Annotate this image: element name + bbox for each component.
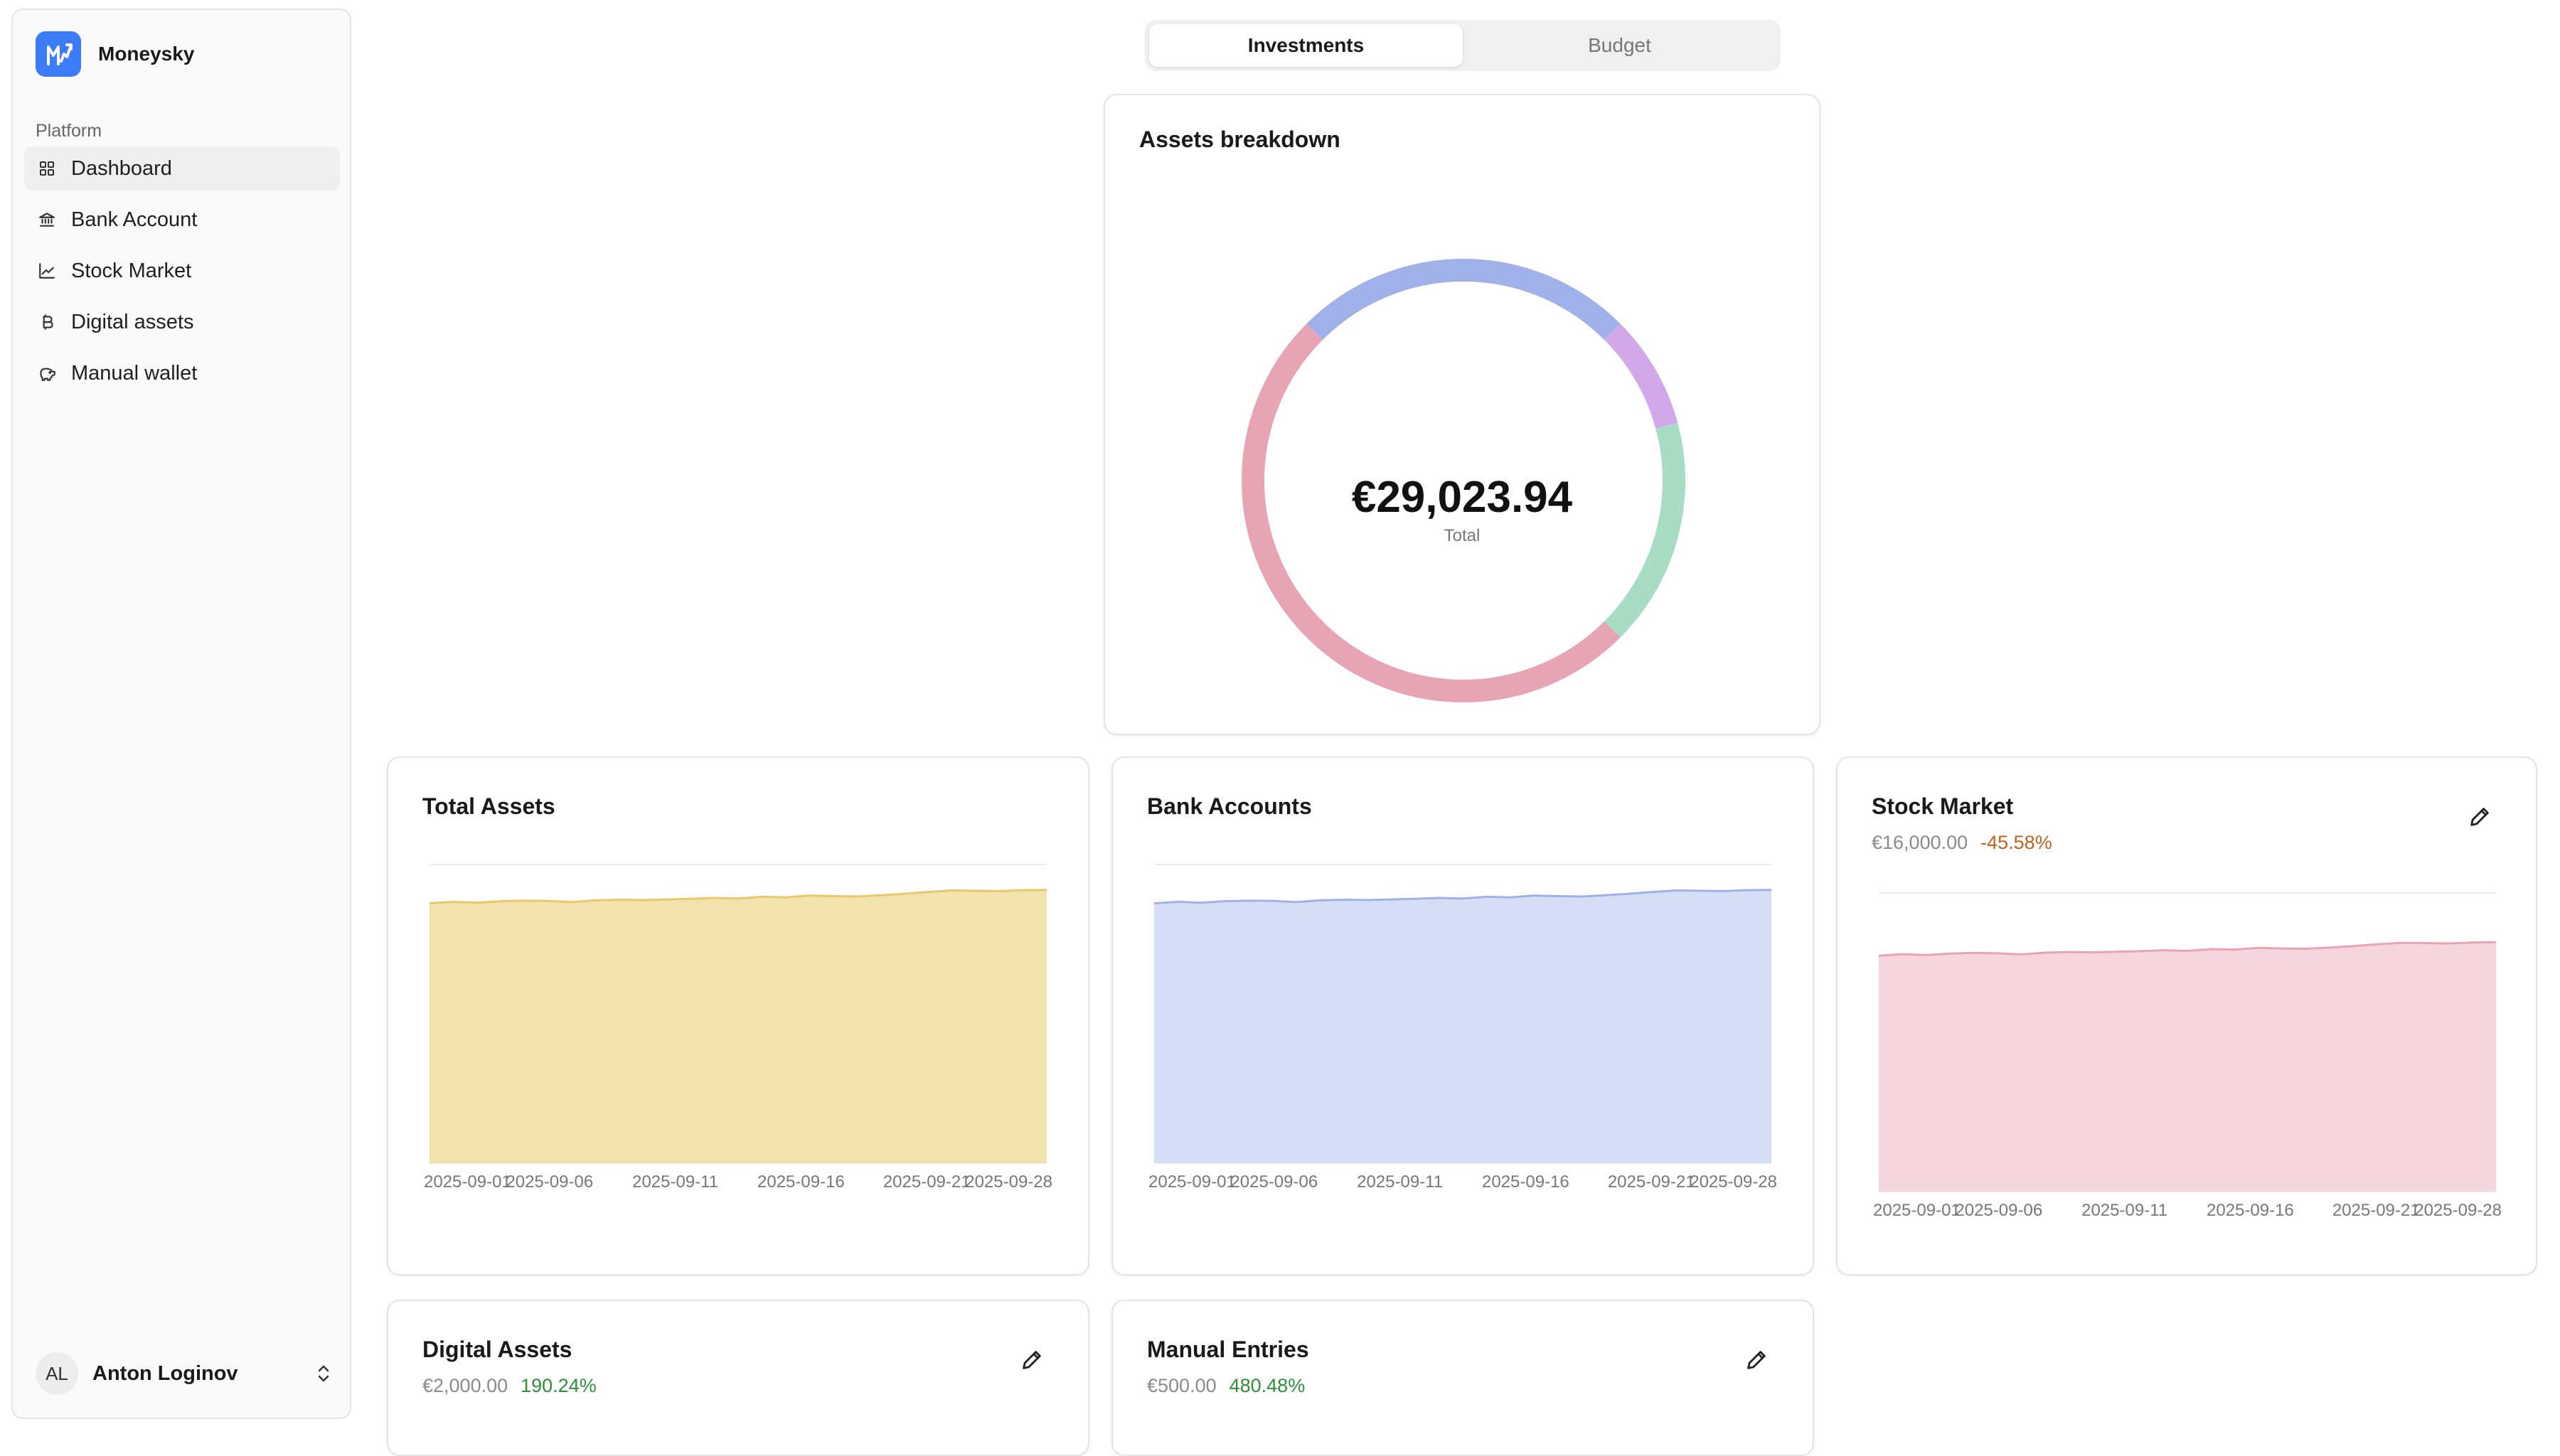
sidebar-nav: Dashboard Bank Account Stock Market	[24, 146, 340, 402]
card-title: Digital Assets	[422, 1337, 572, 1362]
x-tick-label: 2025-09-16	[757, 1172, 845, 1192]
digital-assets-change: 190.24%	[521, 1375, 597, 1396]
edit-icon[interactable]	[1744, 1348, 1769, 1372]
card-title: Total Assets	[422, 793, 555, 819]
area-fill	[1154, 889, 1771, 1163]
donut-slice[interactable]	[1604, 323, 1678, 429]
digital-assets-amount: €2,000.00	[422, 1375, 508, 1396]
x-tick-label: 2025-09-21	[2332, 1201, 2420, 1220]
card-subtitle: €16,000.00 -45.58%	[1872, 832, 2052, 854]
tab-budget[interactable]: Budget	[1588, 34, 1651, 56]
x-tick-label: 2025-09-01	[1148, 1172, 1236, 1192]
x-tick-label: 2025-09-11	[1357, 1172, 1443, 1192]
total-assets-card: Total Assets 2025-09-01 2025-09-06 2025-09…	[387, 756, 1089, 1275]
tab-investments[interactable]: Investments	[1149, 24, 1463, 67]
sidebar-item-manual-wallet[interactable]: Manual wallet	[24, 351, 340, 395]
sidebar-item-label: Manual wallet	[71, 361, 198, 385]
bitcoin-icon	[37, 312, 57, 332]
x-tick-label: 2025-09-11	[2081, 1201, 2167, 1220]
card-title: Assets breakdown	[1139, 127, 1340, 152]
manual-entries-card: Manual Entries €500.00 480.48%	[1111, 1300, 1814, 1456]
digital-assets-card: Digital Assets €2,000.00 190.24%	[387, 1300, 1089, 1456]
card-title: Stock Market	[1872, 793, 2014, 819]
x-tick-label: 2025-09-28	[2414, 1201, 2502, 1220]
x-tick-label: 2025-09-28	[965, 1172, 1052, 1192]
grid-icon	[37, 159, 57, 178]
sidebar: Moneysky Platform Dashboard Bank Account	[11, 9, 351, 1419]
assets-donut-chart	[1242, 259, 1685, 702]
manual-entries-amount: €500.00	[1147, 1375, 1217, 1396]
bank-accounts-card: Bank Accounts 2025-09-01 2025-09-06 2025-0…	[1111, 756, 1814, 1275]
stock-market-change: -45.58%	[1980, 832, 2052, 853]
donut-slice[interactable]	[1242, 323, 1621, 702]
sidebar-item-label: Dashboard	[71, 156, 172, 180]
brand[interactable]: Moneysky	[36, 31, 194, 77]
assets-total-label: Total	[1444, 526, 1481, 545]
assets-breakdown-card: Assets breakdown €29,023.94 Total	[1104, 94, 1820, 735]
user-menu[interactable]: AL Anton Loginov	[36, 1351, 334, 1396]
donut-slice[interactable]	[1306, 259, 1621, 341]
bank-icon	[37, 210, 57, 230]
moneysky-logo-icon	[36, 31, 81, 77]
x-tick-label: 2025-09-21	[883, 1172, 971, 1192]
area-line	[429, 889, 1047, 905]
edit-icon[interactable]	[1020, 1348, 1044, 1372]
x-tick-label: 2025-09-16	[1482, 1172, 1569, 1192]
stock-market-amount: €16,000.00	[1872, 832, 1968, 853]
stock-market-card: Stock Market €16,000.00 -45.58% 2025-09-…	[1836, 756, 2537, 1275]
x-tick-label: 2025-09-16	[2207, 1201, 2294, 1220]
area-line	[1878, 941, 2497, 957]
x-tick-label: 2025-09-01	[424, 1172, 511, 1192]
x-tick-label: 2025-09-01	[1873, 1201, 1961, 1220]
sidebar-item-stock-market[interactable]: Stock Market	[24, 249, 340, 293]
area-fill	[1879, 942, 2496, 1192]
piggy-bank-icon	[37, 363, 57, 383]
sidebar-item-dashboard[interactable]: Dashboard	[24, 146, 340, 191]
brand-name: Moneysky	[98, 43, 195, 65]
x-tick-label: 2025-09-11	[632, 1172, 718, 1192]
user-name: Anton Loginov	[92, 1361, 238, 1385]
card-title: Bank Accounts	[1147, 793, 1312, 819]
x-tick-label: 2025-09-28	[1690, 1172, 1777, 1192]
card-subtitle: €500.00 480.48%	[1147, 1375, 1305, 1397]
manual-entries-change: 480.48%	[1229, 1375, 1306, 1396]
x-tick-label: 2025-09-21	[1608, 1172, 1695, 1192]
edit-icon[interactable]	[2468, 805, 2492, 829]
line-chart-icon	[37, 261, 57, 281]
section-label-platform: Platform	[36, 121, 102, 141]
sidebar-item-label: Bank Account	[71, 208, 198, 231]
assets-total-value: €29,023.94	[1351, 473, 1573, 522]
card-subtitle: €2,000.00 190.24%	[422, 1375, 597, 1397]
sidebar-item-bank-account[interactable]: Bank Account	[24, 198, 340, 242]
card-title: Manual Entries	[1147, 1337, 1309, 1362]
area-fill	[430, 889, 1047, 1163]
sidebar-item-label: Stock Market	[71, 259, 192, 282]
sidebar-item-label: Digital assets	[71, 310, 194, 333]
sidebar-item-digital-assets[interactable]: Digital assets	[24, 300, 340, 344]
avatar: AL	[36, 1352, 78, 1395]
view-tabs: Investments Budget	[1145, 20, 1781, 71]
x-tick-label: 2025-09-06	[1230, 1172, 1318, 1192]
chevrons-up-down-icon[interactable]	[313, 1359, 334, 1388]
area-line	[1153, 889, 1772, 905]
x-tick-label: 2025-09-06	[1955, 1201, 2042, 1220]
donut-slice[interactable]	[1604, 422, 1685, 638]
x-tick-label: 2025-09-06	[506, 1172, 593, 1192]
